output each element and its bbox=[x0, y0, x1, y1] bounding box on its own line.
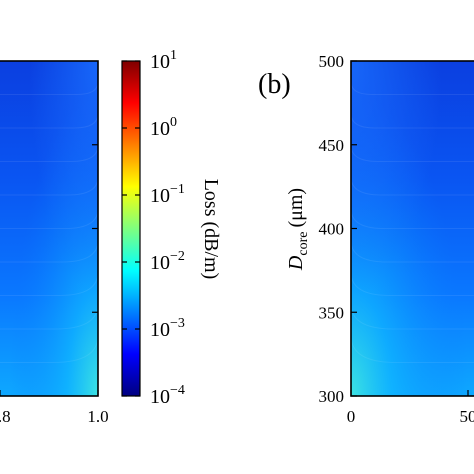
panel-b-x-axis: 0 50 bbox=[347, 390, 474, 426]
colorbar-tick-base: 10 bbox=[150, 185, 170, 207]
panel-b-y-tick-label: 450 bbox=[319, 136, 345, 155]
panel-b-y-axis-title: Dcore (μm) bbox=[285, 188, 311, 271]
colorbar-tick-exp: −4 bbox=[170, 383, 185, 398]
colorbar-tick-exp: −2 bbox=[170, 249, 185, 264]
panel-b-y-tick-label: 350 bbox=[319, 303, 345, 322]
panel-b: (b) Dcore (μm) 300 350 400 450 500 0 50 bbox=[258, 52, 474, 426]
panel-b-y-axis: 300 350 400 450 500 bbox=[319, 52, 357, 406]
colorbar-tick-exp: −1 bbox=[170, 182, 185, 197]
panel-b-ylabel-unit: (μm) bbox=[285, 188, 307, 228]
colorbar-tick-label: 10−1 bbox=[150, 182, 185, 207]
panel-b-y-tick-label: 300 bbox=[319, 387, 345, 406]
colorbar-tick-base: 10 bbox=[150, 386, 170, 408]
panel-a-x-axis: 0.8 1.0 bbox=[0, 390, 109, 426]
colorbar-title: Loss (dB/m) bbox=[200, 179, 222, 280]
panel-b-y-tick-label: 400 bbox=[319, 220, 345, 239]
colorbar-tick-label: 100 bbox=[150, 115, 177, 140]
colorbar-gradient bbox=[121, 60, 141, 397]
panel-a-x-tick-label: 1.0 bbox=[87, 407, 108, 426]
colorbar-tick-base: 10 bbox=[150, 118, 170, 140]
panel-a-y-ticks bbox=[92, 144, 98, 313]
colorbar-tick-label: 10−4 bbox=[150, 383, 185, 408]
panel-b-heatmap-top bbox=[351, 61, 474, 396]
colorbar-tick-exp: 1 bbox=[170, 48, 177, 63]
colorbar-tick-label: 10−2 bbox=[150, 249, 185, 274]
panel-a-heatmap-top bbox=[0, 61, 98, 396]
panel-b-x-tick-label: 0 bbox=[347, 407, 356, 426]
panel-a-x-tick-label: 0.8 bbox=[0, 407, 11, 426]
colorbar-tick-label: 10−3 bbox=[150, 316, 185, 341]
panel-b-ylabel-sub: core bbox=[296, 232, 311, 256]
colorbar-tick-base: 10 bbox=[150, 319, 170, 341]
panel-b-y-tick-label: 500 bbox=[319, 52, 345, 71]
panel-a: 0.8 1.0 bbox=[0, 60, 109, 426]
colorbar-tick-base: 10 bbox=[150, 51, 170, 73]
colorbar-tick-exp: 0 bbox=[170, 115, 177, 130]
panel-b-ylabel-main: D bbox=[285, 255, 307, 271]
colorbar-tick-exp: −3 bbox=[170, 316, 185, 331]
panel-b-x-tick-label: 50 bbox=[460, 407, 474, 426]
colorbar-tick-label: 101 bbox=[150, 48, 177, 73]
panel-b-letter: (b) bbox=[258, 69, 291, 100]
colorbar-tick-base: 10 bbox=[150, 252, 170, 274]
